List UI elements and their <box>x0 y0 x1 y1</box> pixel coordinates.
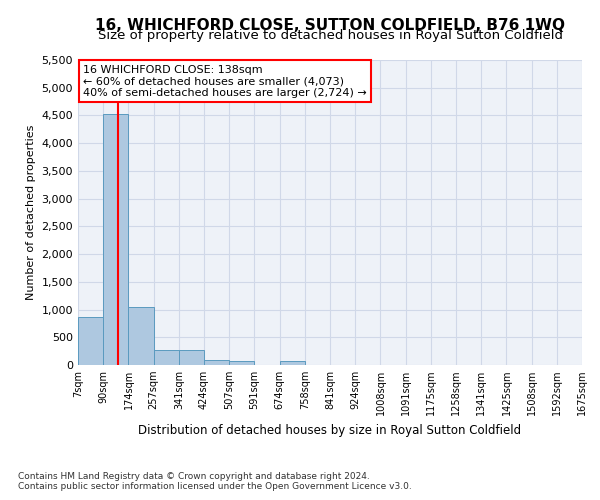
Y-axis label: Number of detached properties: Number of detached properties <box>26 125 36 300</box>
Text: 16, WHICHFORD CLOSE, SUTTON COLDFIELD, B76 1WQ: 16, WHICHFORD CLOSE, SUTTON COLDFIELD, B… <box>95 18 565 32</box>
Text: Contains HM Land Registry data © Crown copyright and database right 2024.: Contains HM Land Registry data © Crown c… <box>18 472 370 481</box>
Bar <box>103 114 128 365</box>
Bar <box>229 361 254 365</box>
Text: Size of property relative to detached houses in Royal Sutton Coldfield: Size of property relative to detached ho… <box>97 29 563 42</box>
Text: 16 WHICHFORD CLOSE: 138sqm
← 60% of detached houses are smaller (4,073)
40% of s: 16 WHICHFORD CLOSE: 138sqm ← 60% of deta… <box>83 64 367 98</box>
X-axis label: Distribution of detached houses by size in Royal Sutton Coldfield: Distribution of detached houses by size … <box>139 424 521 436</box>
Bar <box>179 350 204 365</box>
Bar <box>154 350 179 365</box>
Bar <box>280 361 305 365</box>
Bar <box>204 360 229 365</box>
Bar <box>78 317 103 365</box>
Bar <box>128 307 154 365</box>
Text: Contains public sector information licensed under the Open Government Licence v3: Contains public sector information licen… <box>18 482 412 491</box>
